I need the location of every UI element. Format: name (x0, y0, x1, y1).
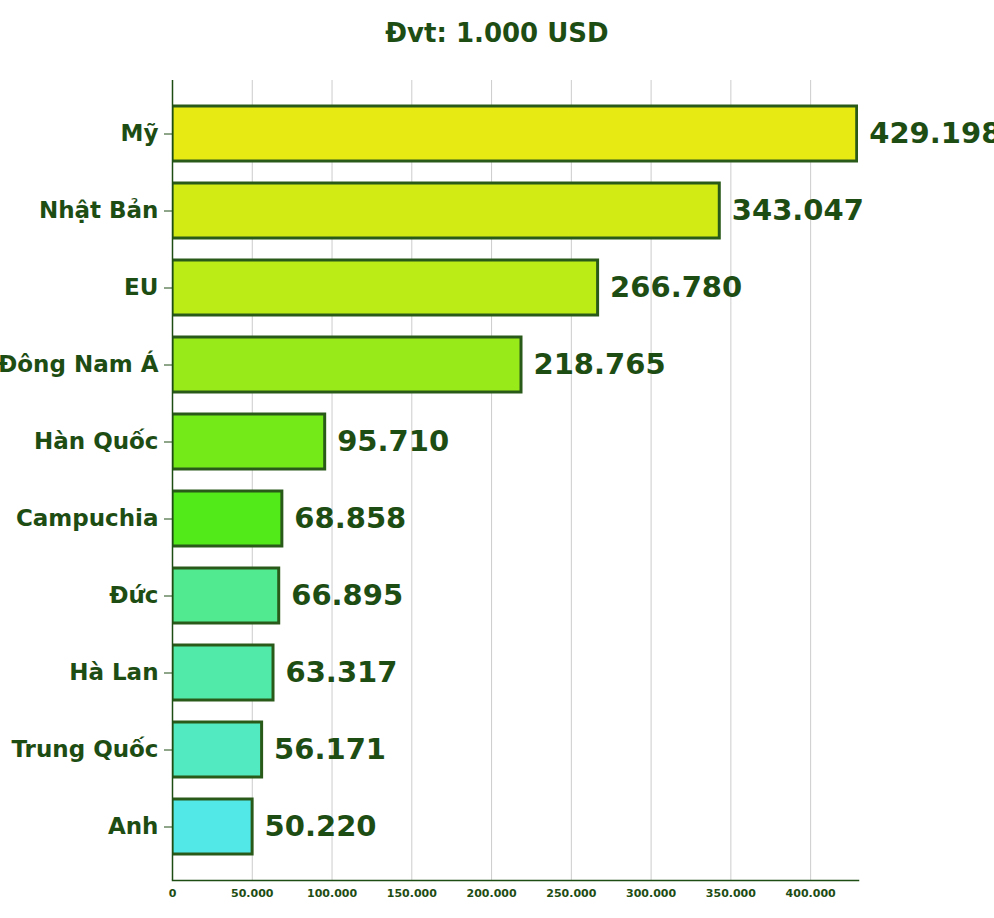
svg-text:300.000: 300.000 (626, 887, 676, 900)
svg-text:66.895: 66.895 (291, 578, 403, 612)
svg-text:68.858: 68.858 (294, 501, 406, 535)
svg-text:250.000: 250.000 (546, 887, 596, 900)
svg-text:400.000: 400.000 (786, 887, 836, 900)
svg-text:50.220: 50.220 (265, 809, 377, 843)
svg-text:350.000: 350.000 (706, 887, 756, 900)
svg-text:Hàn Quốc: Hàn Quốc (34, 428, 159, 454)
svg-text:429.198: 429.198 (869, 116, 994, 150)
svg-text:Đông Nam Á: Đông Nam Á (0, 350, 159, 377)
svg-text:EU: EU (124, 274, 158, 300)
svg-text:Đức: Đức (109, 582, 158, 608)
svg-text:63.317: 63.317 (286, 655, 398, 689)
svg-text:218.765: 218.765 (534, 347, 666, 381)
svg-text:Nhật Bản: Nhật Bản (39, 197, 159, 223)
svg-text:Mỹ: Mỹ (121, 120, 159, 146)
svg-text:Campuchia: Campuchia (16, 505, 159, 531)
svg-text:150.000: 150.000 (387, 887, 437, 900)
svg-text:0: 0 (169, 887, 177, 900)
svg-text:100.000: 100.000 (307, 887, 357, 900)
html-text:Đvt: 1.000 USD: Đvt: 1.000 USD (385, 18, 609, 48)
svg-text:Hà Lan: Hà Lan (69, 659, 158, 685)
svg-text:56.171: 56.171 (274, 732, 386, 766)
svg-text:50.000: 50.000 (231, 887, 274, 900)
svg-text:95.710: 95.710 (337, 424, 449, 458)
svg-text:266.780: 266.780 (610, 270, 742, 304)
svg-text:343.047: 343.047 (732, 193, 864, 227)
svg-text:Trung Quốc: Trung Quốc (11, 736, 158, 762)
svg-text:Anh: Anh (108, 813, 159, 839)
svg-text:200.000: 200.000 (467, 887, 517, 900)
